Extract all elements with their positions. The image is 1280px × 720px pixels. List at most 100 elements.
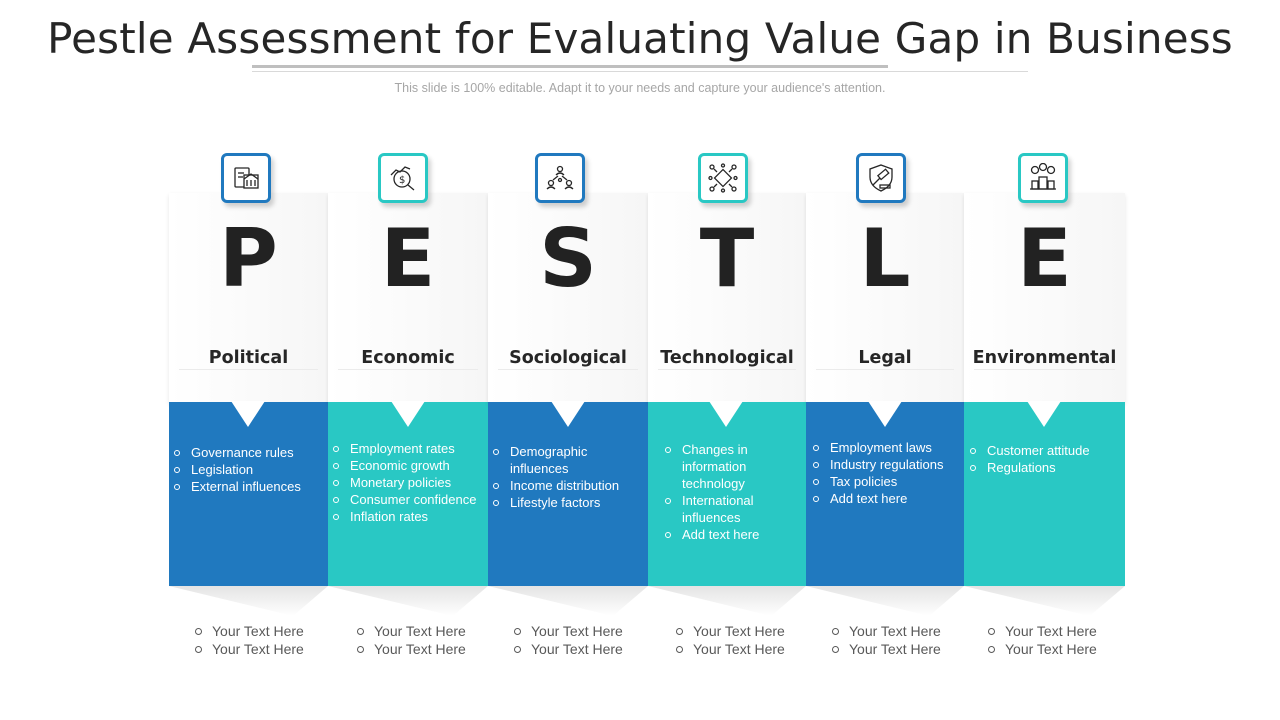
svg-text:$: $: [399, 175, 405, 186]
pointer-notch: [391, 401, 425, 427]
footer-item: Your Text Here: [512, 622, 623, 640]
title-underline: [252, 65, 888, 68]
category-name: Sociological: [509, 348, 627, 368]
pointer-notch: [551, 401, 585, 427]
list-item: Consumer confidence: [328, 491, 484, 508]
column-header-card: [964, 193, 1125, 403]
pestle-letter: L: [859, 212, 911, 305]
column-header-card: [328, 193, 488, 403]
category-name: Legal: [858, 348, 912, 368]
list-item: Monetary policies: [328, 474, 484, 491]
shield-gavel-icon: [856, 153, 906, 203]
pestle-columns: P Political Governance rules Legislation…: [169, 150, 1125, 670]
list-item: Customer attitude: [965, 442, 1121, 459]
list-item: Regulations: [965, 459, 1121, 476]
column-header-card: [648, 193, 806, 403]
footer-item: Your Text Here: [355, 622, 466, 640]
pestle-column-economic: $ E Economic Employment rates Economic g…: [328, 150, 488, 670]
pestle-column-political: P Political Governance rules Legislation…: [169, 150, 328, 670]
footer-item: Your Text Here: [986, 640, 1097, 658]
divider: [498, 369, 638, 370]
column-header-card: [806, 193, 964, 403]
list-item: Industry regulations: [808, 456, 960, 473]
people-network-icon: [535, 153, 585, 203]
column-shadow: [488, 586, 648, 616]
divider: [974, 369, 1115, 370]
divider: [179, 369, 318, 370]
slide-subtitle: This slide is 100% editable. Adapt it to…: [394, 81, 886, 95]
divider: [816, 369, 954, 370]
list-item: Governance rules: [169, 444, 324, 461]
column-shadow: [806, 586, 964, 616]
column-header-card: [488, 193, 648, 403]
factor-list: Changes in information technology Intern…: [660, 441, 802, 543]
column-body: Changes in information technology Intern…: [648, 401, 806, 586]
column-header-card: [169, 193, 328, 403]
column-shadow: [328, 586, 488, 616]
footer-item: Your Text Here: [674, 640, 785, 658]
list-item: Changes in information technology: [660, 441, 762, 492]
pointer-notch: [231, 401, 265, 427]
category-name: Political: [208, 348, 289, 368]
pestle-column-sociological: S Sociological Demographic influences In…: [488, 150, 648, 670]
pestle-column-technological: T Technological Changes in information t…: [648, 150, 806, 670]
footer-item: Your Text Here: [355, 640, 466, 658]
title-underline-thin: [252, 71, 1028, 72]
category-name: Technological: [660, 348, 794, 368]
list-item: Employment laws: [808, 439, 960, 456]
list-item: Add text here: [660, 526, 802, 543]
government-document-icon: [221, 153, 271, 203]
list-item: Lifestyle factors: [488, 494, 644, 511]
list-item: Economic growth: [328, 457, 484, 474]
money-growth-icon: $: [378, 153, 428, 203]
footer-item: Your Text Here: [674, 622, 785, 640]
list-item: Inflation rates: [328, 508, 484, 525]
city-environment-icon: [1018, 153, 1068, 203]
list-item: Demographic influences: [488, 443, 644, 477]
footer-list: Your Text Here Your Text Here: [512, 622, 623, 658]
column-body: Employment laws Industry regulations Tax…: [806, 401, 964, 586]
category-name: Environmental: [972, 348, 1117, 368]
factor-list: Customer attitude Regulations: [965, 442, 1121, 476]
divider: [338, 369, 478, 370]
footer-list: Your Text Here Your Text Here: [355, 622, 466, 658]
footer-item: Your Text Here: [830, 640, 941, 658]
column-body: Governance rules Legislation External in…: [169, 401, 328, 586]
pestle-column-environmental: E Environmental Customer attitude Regula…: [964, 150, 1125, 670]
footer-list: Your Text Here Your Text Here: [986, 622, 1097, 658]
column-body: Customer attitude Regulations: [964, 401, 1125, 586]
list-item: Income distribution: [488, 477, 644, 494]
category-name: Economic: [361, 348, 455, 368]
footer-item: Your Text Here: [193, 622, 304, 640]
factor-list: Governance rules Legislation External in…: [169, 444, 324, 495]
pestle-letter: S: [539, 212, 597, 305]
list-item: Add text here: [808, 490, 960, 507]
factor-list: Employment laws Industry regulations Tax…: [808, 439, 960, 507]
pestle-letter: P: [219, 212, 278, 305]
footer-list: Your Text Here Your Text Here: [674, 622, 785, 658]
footer-item: Your Text Here: [830, 622, 941, 640]
pointer-notch: [709, 401, 743, 427]
slide-title: Pestle Assessment for Evaluating Value G…: [47, 14, 1233, 63]
pointer-notch: [868, 401, 902, 427]
column-shadow: [964, 586, 1125, 616]
list-item: External influences: [169, 478, 324, 495]
footer-item: Your Text Here: [512, 640, 623, 658]
column-shadow: [648, 586, 806, 616]
divider: [658, 369, 796, 370]
list-item: Employment rates: [328, 440, 484, 457]
footer-list: Your Text Here Your Text Here: [193, 622, 304, 658]
pestle-letter: T: [699, 212, 755, 305]
factor-list: Employment rates Economic growth Monetar…: [328, 440, 484, 525]
list-item: Tax policies: [808, 473, 960, 490]
factor-list: Demographic influences Income distributi…: [488, 443, 644, 511]
pestle-column-legal: L Legal Employment laws Industry regulat…: [806, 150, 964, 670]
pointer-notch: [1027, 401, 1061, 427]
footer-item: Your Text Here: [193, 640, 304, 658]
column-body: Employment rates Economic growth Monetar…: [328, 401, 488, 586]
pestle-letter: E: [380, 212, 436, 305]
footer-item: Your Text Here: [986, 622, 1097, 640]
list-item: Legislation: [169, 461, 324, 478]
circuit-chip-icon: [698, 153, 748, 203]
column-shadow: [169, 586, 328, 616]
